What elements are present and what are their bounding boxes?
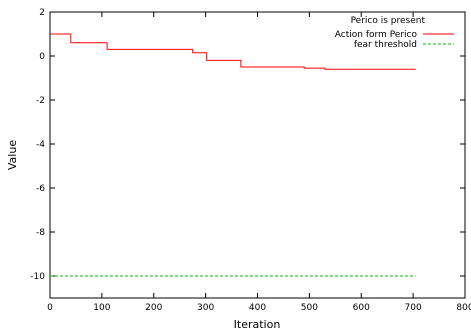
x-tick-label: 200: [145, 303, 162, 313]
legend-label-1: fear threshold: [354, 40, 417, 50]
x-axis-title: Iteration: [234, 318, 281, 331]
y-tick-label: -2: [36, 96, 45, 106]
y-tick-label: -4: [36, 140, 45, 150]
y-tick-label: -10: [30, 272, 45, 282]
y-tick-label: -6: [36, 184, 45, 194]
plot-frame: [49, 11, 466, 299]
x-tick-label: 0: [47, 303, 53, 313]
x-tick-label: 700: [405, 303, 422, 313]
x-tick-label: 600: [353, 303, 370, 313]
x-tick-label: 300: [197, 303, 214, 313]
legend-header: Perico is present: [351, 16, 426, 26]
y-tick-label: 0: [39, 52, 45, 62]
x-tick-label: 800: [456, 303, 471, 313]
y-tick-label: -8: [36, 228, 45, 238]
y-tick-label: 2: [39, 8, 45, 18]
series-group: [50, 33, 416, 277]
x-tick-label: 500: [301, 303, 318, 313]
legend-label-0: Action form Perico: [335, 30, 418, 40]
series-line-0: [50, 33, 416, 70]
y-axis-title: Value: [6, 140, 19, 170]
axis-ticks: 0 100 200 300 400 500 600 700 800 2 0 -2 -4 -6 -8 -10: [30, 8, 471, 313]
x-tick-label: 400: [249, 303, 266, 313]
x-tick-label: 100: [93, 303, 110, 313]
